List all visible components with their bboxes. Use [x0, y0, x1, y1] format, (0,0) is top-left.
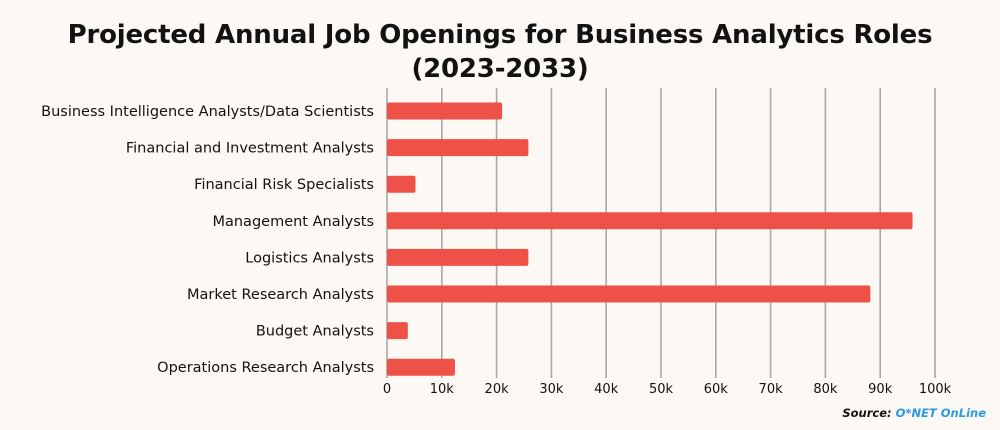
bar — [387, 285, 871, 303]
x-tick-label: 100k — [919, 382, 952, 397]
bar — [387, 139, 529, 157]
bar — [387, 322, 408, 340]
source-name: O*NET OnLine — [895, 406, 986, 420]
category-label: Budget Analysts — [256, 324, 374, 340]
x-tick-label: 40k — [594, 382, 619, 397]
bars — [387, 102, 913, 376]
x-tick-label: 90k — [868, 382, 893, 397]
bar — [387, 248, 529, 266]
x-tick-label: 60k — [704, 382, 729, 397]
grid-lines — [386, 88, 936, 378]
category-label: Financial Risk Specialists — [194, 177, 374, 193]
x-tick-label: 70k — [759, 382, 784, 397]
source-note: Source: O*NET OnLine — [842, 406, 986, 420]
bar — [387, 358, 455, 376]
bar — [387, 102, 503, 120]
bar — [387, 175, 416, 193]
category-label: Logistics Analysts — [245, 250, 374, 266]
category-labels: Business Intelligence Analysts/Data Scie… — [41, 104, 374, 376]
category-label: Market Research Analysts — [187, 287, 374, 303]
chart-title-line-2: (2023-2033) — [411, 54, 589, 84]
source-label: Source: — [842, 406, 892, 420]
category-label: Financial and Investment Analysts — [126, 141, 374, 157]
chart-title-line-1: Projected Annual Job Openings for Busine… — [67, 20, 933, 50]
bar — [387, 212, 913, 230]
x-tick-label: 20k — [485, 382, 510, 397]
x-tick-label: 80k — [813, 382, 838, 397]
x-tick-label: 30k — [539, 382, 564, 397]
category-label: Operations Research Analysts — [157, 360, 374, 376]
chart-title: Projected Annual Job Openings for Busine… — [0, 18, 1000, 86]
x-tick-labels: 0 10k 20k 30k 40k 50k 60k 70k 80k 90k 100k — [383, 382, 952, 397]
category-label: Business Intelligence Analysts/Data Scie… — [41, 104, 374, 120]
category-label: Management Analysts — [212, 214, 374, 230]
x-tick-label: 0 — [383, 382, 391, 397]
x-tick-label: 10k — [430, 382, 455, 397]
x-tick-label: 50k — [649, 382, 674, 397]
